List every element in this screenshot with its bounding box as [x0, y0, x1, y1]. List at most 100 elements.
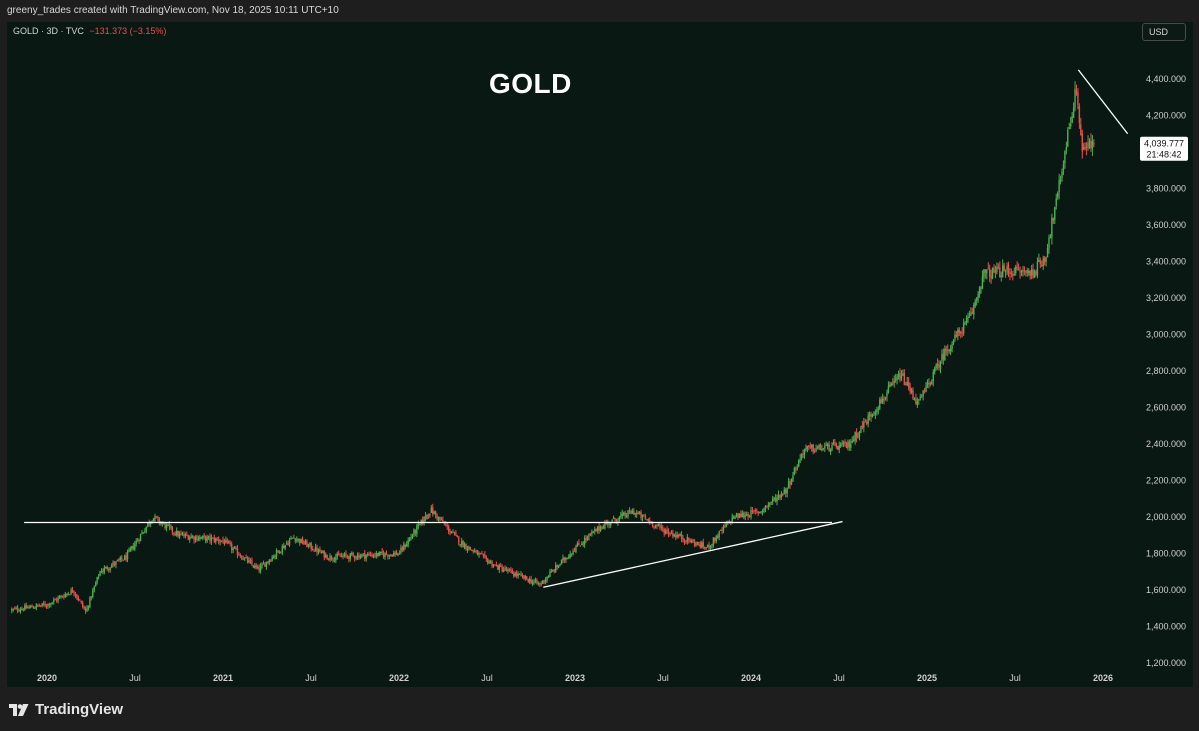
- candle-body: [839, 444, 842, 447]
- candle-body: [941, 354, 943, 361]
- candle-body: [844, 441, 846, 445]
- candle-body: [855, 432, 858, 438]
- candle-body: [669, 534, 671, 536]
- candle-body: [466, 549, 469, 551]
- candle-body: [647, 519, 649, 521]
- candlestick-chart[interactable]: 2020 Jul 2021 Jul 2022 Jul 2023 Jul 2024 Jul 2025 J…: [7, 22, 1193, 687]
- candle-body: [24, 605, 26, 611]
- candle-body: [131, 545, 133, 549]
- candle-body: [378, 551, 380, 557]
- candle-body: [634, 513, 636, 515]
- candle-body: [528, 579, 531, 582]
- candle-body: [371, 554, 373, 557]
- candle-body: [883, 398, 885, 400]
- candle-body: [873, 413, 875, 415]
- symbol-legend[interactable]: GOLD · 3D · TVC −131.373 (−3.15%): [13, 26, 166, 36]
- candle-body: [782, 494, 784, 496]
- candle-body: [322, 551, 324, 553]
- candle-body: [257, 566, 259, 568]
- candle-body: [176, 531, 178, 536]
- candle-body: [657, 524, 660, 526]
- candle-body: [884, 397, 887, 399]
- candle-body: [408, 538, 411, 541]
- candle-body: [379, 551, 382, 553]
- candle-body: [359, 556, 362, 558]
- candle-body: [1015, 267, 1017, 274]
- candle-body: [745, 514, 748, 516]
- candle-body: [787, 481, 790, 488]
- candle-body: [988, 268, 991, 277]
- candle-body: [288, 540, 291, 545]
- candle-body: [406, 544, 408, 547]
- candle-body: [999, 267, 1001, 278]
- currency-button[interactable]: USD: [1142, 23, 1186, 41]
- candle-body: [698, 542, 700, 546]
- candle-body: [627, 510, 629, 516]
- candle-body: [925, 385, 927, 392]
- candle-body: [340, 556, 343, 558]
- candle-body: [776, 497, 778, 502]
- candle-body: [196, 536, 198, 541]
- candle-body: [965, 317, 968, 323]
- candle-body: [362, 553, 365, 555]
- candle-body: [447, 526, 450, 532]
- candle-body: [957, 329, 959, 337]
- candle-body: [586, 536, 589, 540]
- candle-body: [540, 583, 542, 585]
- x-tick-label: Jul: [305, 673, 317, 683]
- candle-body: [96, 576, 98, 583]
- candle-body: [1025, 271, 1027, 273]
- candle-body: [815, 448, 817, 451]
- candle-body: [80, 600, 82, 603]
- candle-body: [333, 559, 336, 561]
- candle-body: [209, 535, 211, 541]
- candle-body: [278, 550, 281, 554]
- candle-body: [677, 534, 680, 537]
- candle-body: [974, 301, 976, 306]
- candle-body: [110, 565, 113, 568]
- candle-body: [676, 534, 678, 537]
- candle-body: [764, 506, 767, 509]
- candle-body: [842, 442, 845, 444]
- candle-body: [248, 560, 250, 563]
- candle-body: [929, 383, 932, 385]
- candle-body: [290, 537, 292, 540]
- candle-body: [304, 541, 307, 544]
- candle-body: [73, 591, 75, 594]
- candle-body: [326, 555, 328, 560]
- candle-body: [785, 489, 787, 494]
- candle-body: [570, 553, 573, 555]
- candle-body: [1078, 106, 1081, 123]
- candle-body: [374, 555, 376, 557]
- candle-body: [141, 532, 143, 535]
- candle-body: [434, 511, 437, 515]
- candle-body: [300, 538, 302, 544]
- x-tick-label: Jul: [833, 673, 845, 683]
- candle-body: [857, 436, 859, 438]
- candle-body: [213, 537, 216, 542]
- candle-body: [659, 524, 661, 527]
- y-tick-label: 3,600.000: [1146, 220, 1186, 230]
- candle-body: [126, 552, 129, 560]
- candle-body: [392, 553, 395, 556]
- candle-body: [812, 444, 814, 452]
- candle-body: [475, 550, 477, 552]
- candle-body: [284, 544, 286, 549]
- candle-body: [235, 547, 237, 549]
- candle-body: [666, 529, 668, 532]
- x-tick-label: Jul: [1009, 673, 1021, 683]
- candle-body: [1065, 147, 1068, 151]
- candle-body: [624, 512, 626, 517]
- candle-body: [442, 519, 444, 523]
- candle-body: [369, 554, 372, 556]
- candle-body: [685, 541, 687, 543]
- candle-body: [1064, 150, 1066, 164]
- candle-body: [16, 607, 19, 611]
- chart-panel[interactable]: 2020 Jul 2021 Jul 2022 Jul 2023 Jul 2024 Jul 2025 J…: [7, 22, 1193, 687]
- candle-body: [850, 443, 852, 449]
- candle-body: [255, 565, 257, 568]
- tradingview-logo[interactable]: TradingView: [9, 701, 123, 718]
- candle-body: [187, 535, 189, 540]
- candle-body: [479, 553, 482, 555]
- candle-body: [560, 559, 563, 565]
